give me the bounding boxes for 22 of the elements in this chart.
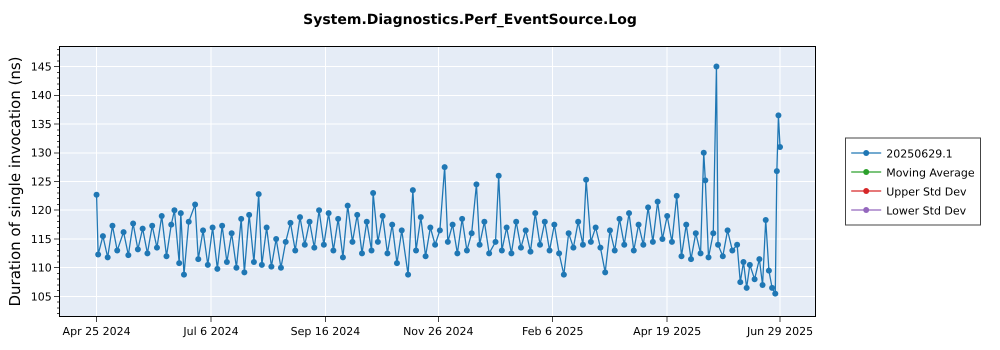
x-tick-label: Jul 6 2024 xyxy=(182,325,239,338)
y-tick-label: 140 xyxy=(30,89,52,102)
y-tick-label: 120 xyxy=(30,204,52,218)
x-tick-label: Apr 25 2024 xyxy=(62,325,131,338)
legend-label: Upper Std Dev xyxy=(886,185,968,198)
y-tick-label: 135 xyxy=(30,118,52,131)
y-tick-label: 105 xyxy=(30,290,52,304)
y-axis-title: Duration of single invocation (ns) xyxy=(6,56,24,307)
x-tick-label: Apr 19 2025 xyxy=(633,325,702,338)
y-tick-label: 110 xyxy=(30,262,52,275)
x-tick-label: Sep 16 2024 xyxy=(290,325,360,338)
y-tick-label: 130 xyxy=(30,146,52,160)
x-tick-label: Feb 6 2025 xyxy=(522,325,584,338)
x-tick-label: Jun 29 2025 xyxy=(746,325,814,338)
legend-label: 20250629.1 xyxy=(886,147,953,160)
y-tick-label: 115 xyxy=(30,232,52,246)
y-tick-label: 125 xyxy=(30,175,52,188)
chart-title: System.Diagnostics.Perf_EventSource.Log xyxy=(303,12,637,28)
legend-label: Lower Std Dev xyxy=(886,204,967,218)
x-tick-label: Nov 26 2024 xyxy=(403,325,474,338)
legend-label: Moving Average xyxy=(886,166,975,180)
y-tick-label: 145 xyxy=(30,60,52,74)
